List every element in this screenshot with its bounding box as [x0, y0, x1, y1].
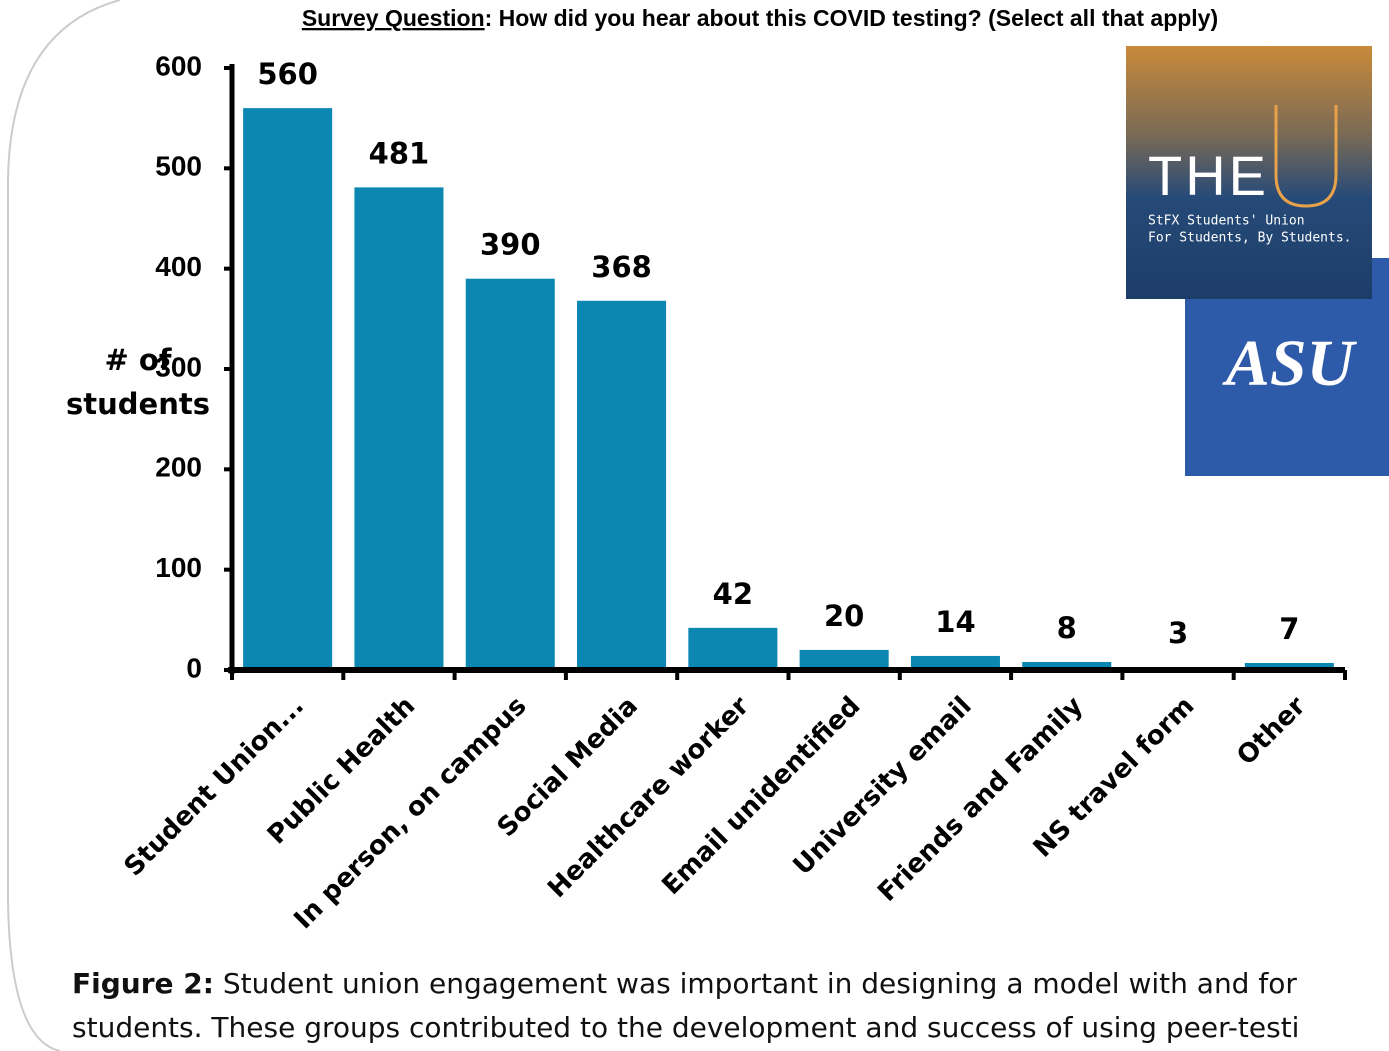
bar — [688, 628, 777, 670]
value-label: 14 — [935, 605, 975, 639]
value-label: 368 — [591, 250, 652, 284]
y-label: students — [66, 387, 210, 421]
value-label: 481 — [369, 136, 430, 170]
value-label: 560 — [257, 57, 318, 91]
value-label: 3 — [1168, 616, 1188, 650]
y-tick-label: 100 — [155, 552, 202, 583]
asu-text: ASU — [1222, 327, 1358, 400]
x-tick-label: Friends and Family — [872, 691, 1089, 908]
logo-the-u: THE StFX Students' Union For Students, B… — [1126, 46, 1372, 299]
the-u-title: THE — [1148, 144, 1266, 207]
y-tick-label: 400 — [155, 251, 202, 282]
x-tick-label: Student Union... — [119, 691, 310, 882]
x-tick-label: Healthcare worker — [542, 691, 755, 904]
value-label: 20 — [824, 599, 864, 633]
value-label: 390 — [480, 228, 541, 262]
y-tick-label: 0 — [186, 652, 202, 683]
page: Survey Question: How did you hear about … — [0, 0, 1389, 1051]
bar — [466, 279, 555, 670]
value-label: 8 — [1057, 611, 1077, 645]
bar — [577, 301, 666, 670]
the-u-line: For Students, By Students. — [1148, 231, 1352, 246]
title-lead: Survey Question — [302, 5, 485, 31]
chart-title: Survey Question: How did you hear about … — [302, 5, 1218, 31]
caption-label: Figure 2: — [72, 967, 214, 1000]
y-tick-label: 500 — [155, 151, 202, 182]
x-tick-label: In person, on campus — [288, 691, 532, 935]
caption-text: Student union engagement was important i… — [72, 967, 1299, 1044]
the-u-line: StFX Students' Union — [1148, 214, 1305, 229]
value-label: 42 — [713, 577, 753, 611]
frame — [8, 0, 120, 1051]
chart: Survey Question: How did you hear about … — [0, 0, 1389, 1051]
y-tick-label: 300 — [155, 351, 202, 382]
title-text: : How did you hear about this COVID test… — [485, 5, 1219, 31]
caption: Figure 2: Student union engagement was i… — [72, 962, 1382, 1051]
x-tick-label: Email unidentified — [657, 691, 867, 901]
bar — [800, 650, 889, 670]
x-tick-label: Other — [1231, 691, 1311, 771]
bar — [354, 187, 443, 670]
value-label: 7 — [1279, 612, 1299, 646]
bar — [243, 108, 332, 670]
y-tick-label: 600 — [155, 50, 202, 81]
y-tick-label: 200 — [155, 452, 202, 483]
